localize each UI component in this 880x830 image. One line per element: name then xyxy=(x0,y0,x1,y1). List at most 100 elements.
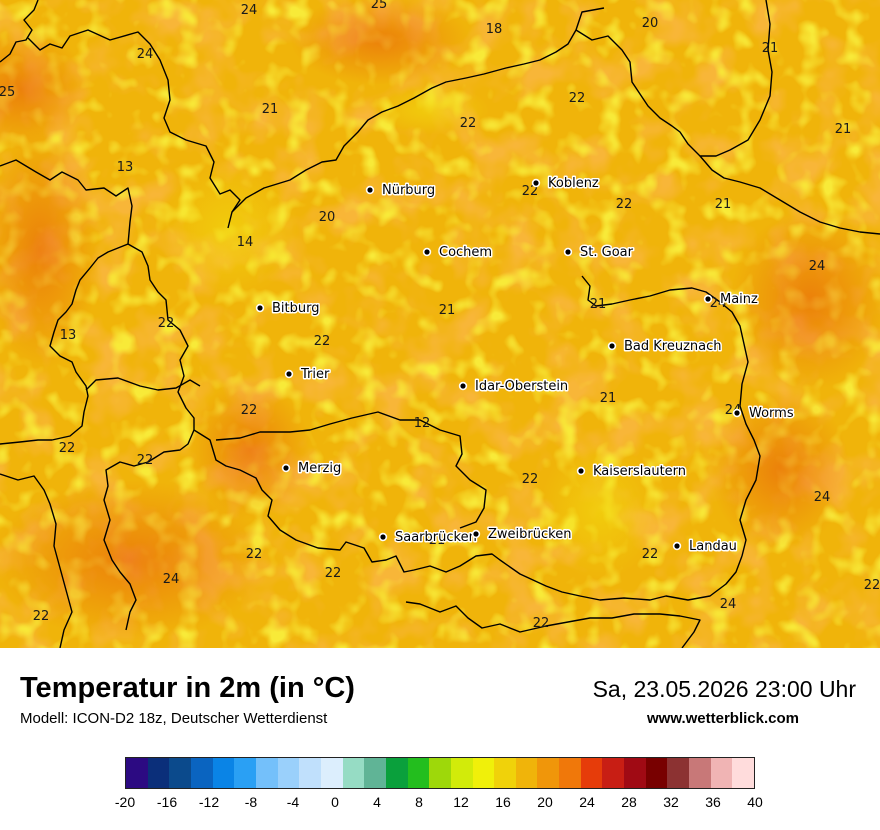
temperature-map: 24 25 18 20 24 21 25 21 22 22 21 13 22 22 21 20 14 24 21 21… xyxy=(0,0,880,648)
city-dot xyxy=(565,249,571,255)
temperature-value: 21 xyxy=(262,102,279,117)
temperature-value: 22 xyxy=(460,116,477,131)
city-marker: Mainz xyxy=(703,291,760,309)
legend-swatch xyxy=(299,758,321,788)
legend-tick-label: 8 xyxy=(415,794,423,810)
legend-swatch xyxy=(190,758,213,788)
temperature-value: 22 xyxy=(33,609,50,624)
city-label: Kaiserslautern xyxy=(593,464,686,479)
city-marker: Cochem xyxy=(422,244,494,262)
legend-ticks: -20 -16 -12 -8 -4 0 4 8 12 16 20 24 28 32 36 40 xyxy=(115,794,763,814)
city-marker: Trier xyxy=(284,366,331,384)
temperature-value: 24 xyxy=(720,597,737,612)
city-label: Saarbrücken xyxy=(395,530,477,545)
temperature-value: 22 xyxy=(241,403,258,418)
city-markers: Nürburg Koblenz Cochem St. Goar Bitburg Mainz… xyxy=(255,175,795,556)
city-marker: Kaiserslautern xyxy=(576,463,688,481)
temperature-value: 13 xyxy=(60,328,77,343)
city-marker: Saarbrücken xyxy=(378,529,478,547)
legend-swatch xyxy=(602,758,625,788)
city-dot xyxy=(257,305,263,311)
temperature-value: 22 xyxy=(864,578,880,593)
legend-swatch xyxy=(732,758,755,788)
city-marker: Landau xyxy=(672,538,738,556)
legend-tick-label: 0 xyxy=(331,794,339,810)
city-dot xyxy=(674,543,680,549)
city-dot xyxy=(460,383,466,389)
legend-swatch xyxy=(234,758,256,788)
temperature-value: 20 xyxy=(319,210,336,225)
city-label: Bad Kreuznach xyxy=(624,339,722,354)
city-dot xyxy=(609,343,615,349)
temperature-value: 21 xyxy=(600,391,617,406)
city-marker: Bad Kreuznach xyxy=(607,338,723,356)
legend-tick-label: 16 xyxy=(495,794,511,810)
legend-tick-label: 28 xyxy=(621,794,637,810)
legend-tick-label: -12 xyxy=(198,794,220,810)
map-title: Temperatur in 2m (in °C) xyxy=(20,672,355,704)
legend-swatch xyxy=(277,758,300,788)
temperature-value: 22 xyxy=(325,566,342,581)
temperature-value: 22 xyxy=(522,472,539,487)
legend-swatch xyxy=(689,758,711,788)
legend-swatch xyxy=(320,758,343,788)
legend-tick-label: -16 xyxy=(156,794,178,810)
temperature-values: 24 25 18 20 24 21 25 21 22 22 21 13 22 22 21 20 14 24 21 21… xyxy=(0,0,880,631)
city-label: Idar-Oberstein xyxy=(475,379,568,394)
legend-tick-label: 40 xyxy=(747,794,763,810)
temperature-value: 22 xyxy=(246,547,263,562)
city-marker: Merzig xyxy=(281,460,343,478)
temperature-value: 21 xyxy=(439,303,456,318)
city-marker: Zweibrücken xyxy=(471,526,573,544)
legend-swatch xyxy=(580,758,603,788)
legend-swatch xyxy=(515,758,538,788)
legend-swatch xyxy=(169,758,191,788)
legend-swatch xyxy=(645,758,668,788)
legend-swatch xyxy=(364,758,386,788)
legend-swatch xyxy=(537,758,560,788)
temperature-value: 22 xyxy=(158,316,175,331)
city-label: Bitburg xyxy=(272,301,320,316)
city-dot xyxy=(705,296,711,302)
temperature-field xyxy=(0,0,880,648)
legend-tick-label: 24 xyxy=(579,794,595,810)
temperature-value: 22 xyxy=(314,334,331,349)
temperature-value: 18 xyxy=(486,22,503,37)
legend-tick-label: -20 xyxy=(114,794,136,810)
city-label: Merzig xyxy=(298,461,341,476)
website-url: www.wetterblick.com xyxy=(647,710,799,727)
city-dot xyxy=(473,531,479,537)
temperature-value: 22 xyxy=(522,184,539,199)
temperature-value: 21 xyxy=(429,533,446,548)
city-label: Zweibrücken xyxy=(488,527,571,542)
legend-tick-label: 20 xyxy=(537,794,553,810)
legend-swatch xyxy=(429,758,451,788)
legend-swatch xyxy=(255,758,278,788)
temperature-value: 12 xyxy=(414,416,431,431)
city-label: Worms xyxy=(749,406,794,421)
legend-tick-label: -8 xyxy=(244,794,258,810)
city-marker: Bitburg xyxy=(255,300,321,318)
forecast-datetime: Sa, 23.05.2026 23:00 Uhr xyxy=(592,676,856,702)
temperature-value: 22 xyxy=(533,616,550,631)
legend-tick-label: -4 xyxy=(286,794,300,810)
city-label: Mainz xyxy=(720,292,758,307)
legend-swatch xyxy=(624,758,646,788)
legend-tick-label: 36 xyxy=(705,794,721,810)
temperature-value: 20 xyxy=(642,16,659,31)
legend-swatch xyxy=(126,758,148,788)
temperature-value: 22 xyxy=(616,197,633,212)
city-dot xyxy=(578,468,584,474)
city-label: Trier xyxy=(300,367,330,382)
legend-tick-label: 4 xyxy=(373,794,381,810)
city-dot xyxy=(367,187,373,193)
city-label: Landau xyxy=(689,539,737,554)
temperature-value: 21 xyxy=(590,297,607,312)
temperature-value: 24 xyxy=(163,572,180,587)
city-dot xyxy=(533,180,539,186)
city-label: Cochem xyxy=(439,245,492,260)
city-dot xyxy=(286,371,292,377)
borders xyxy=(0,0,880,648)
temperature-value: 24 xyxy=(137,47,154,62)
temperature-value: 25 xyxy=(371,0,388,12)
